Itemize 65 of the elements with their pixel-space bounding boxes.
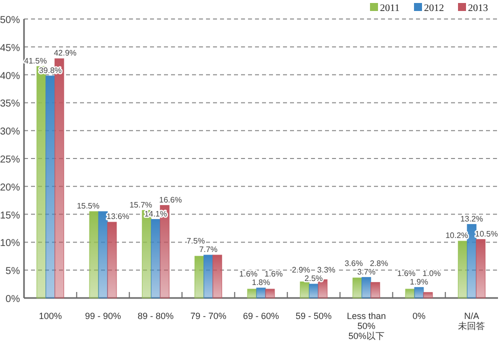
bar: [414, 287, 424, 298]
x-tick-label: Less than 50% 50%以下: [346, 311, 386, 341]
data-label: 16.6%: [159, 195, 182, 204]
x-tick-label: 59 - 50%: [296, 311, 332, 321]
bar: [98, 211, 108, 298]
y-tick-label: 20%: [0, 182, 20, 194]
x-tick-label: 89 - 80%: [138, 311, 174, 321]
data-label: 1.9%: [410, 277, 428, 286]
data-label: 13.2%: [460, 214, 484, 224]
data-label: 7.5%: [186, 236, 205, 246]
bar: [370, 282, 380, 298]
bar: [423, 292, 433, 298]
data-label: 42.9%: [54, 48, 77, 58]
bar: [89, 211, 99, 298]
y-tick-label: 5%: [6, 266, 20, 278]
bar: [466, 224, 476, 298]
data-label: 15.7%: [129, 200, 152, 210]
x-tick-label: 99 - 90%: [84, 311, 122, 321]
data-label: 2.9%: [292, 266, 310, 275]
legend-label: 2013: [468, 3, 488, 14]
legend-label: 2011: [380, 3, 400, 14]
x-tick-label: 69 - 60%: [242, 311, 280, 321]
data-label: 1.6%: [239, 269, 258, 278]
bar: [247, 288, 257, 298]
data-label: 1.6%: [264, 269, 283, 278]
y-tick-label: 50%: [0, 15, 20, 26]
data-label: 14.1%: [144, 209, 168, 218]
y-tick-label: 35%: [0, 98, 20, 110]
data-label: 3.7%: [357, 267, 376, 276]
x-tick-label: N/A 未回答: [458, 311, 486, 331]
y-tick-label: 30%: [0, 126, 20, 138]
y-tick-label: 0%: [6, 294, 20, 305]
bar: [150, 219, 160, 298]
bar: [256, 288, 266, 298]
bar: [107, 222, 117, 298]
data-label: 2.5%: [304, 274, 323, 284]
bar: [204, 254, 214, 298]
bar: [194, 256, 204, 298]
x-tick-label: 79 - 70%: [190, 311, 226, 321]
bar: [46, 76, 56, 298]
data-label: 1.8%: [252, 278, 270, 287]
legend-label: 2012: [424, 3, 444, 14]
bar: [405, 288, 415, 298]
data-label: 1.6%: [397, 268, 416, 278]
bar: [265, 288, 275, 298]
data-label: 7.7%: [199, 245, 218, 254]
y-tick-label: 15%: [0, 210, 20, 222]
x-tick-label: 0%: [412, 311, 426, 321]
bar: [476, 239, 486, 298]
data-label: 15.5%: [76, 202, 100, 211]
y-tick-label: 25%: [0, 154, 20, 166]
data-label: 1.0%: [422, 268, 441, 278]
y-tick-label: 40%: [0, 70, 20, 82]
y-tick-label: 10%: [0, 238, 20, 250]
data-label: 3.6%: [344, 258, 363, 268]
bar: [458, 240, 468, 298]
bar: [352, 278, 362, 298]
bar: [212, 254, 222, 298]
y-tick-label: 45%: [0, 42, 20, 54]
x-tick-label: 100%: [38, 311, 62, 321]
data-label: 2.8%: [370, 258, 388, 268]
bar: [300, 282, 310, 298]
data-label: 39.8%: [38, 66, 62, 75]
bar: [362, 277, 372, 298]
bar: [308, 284, 318, 298]
